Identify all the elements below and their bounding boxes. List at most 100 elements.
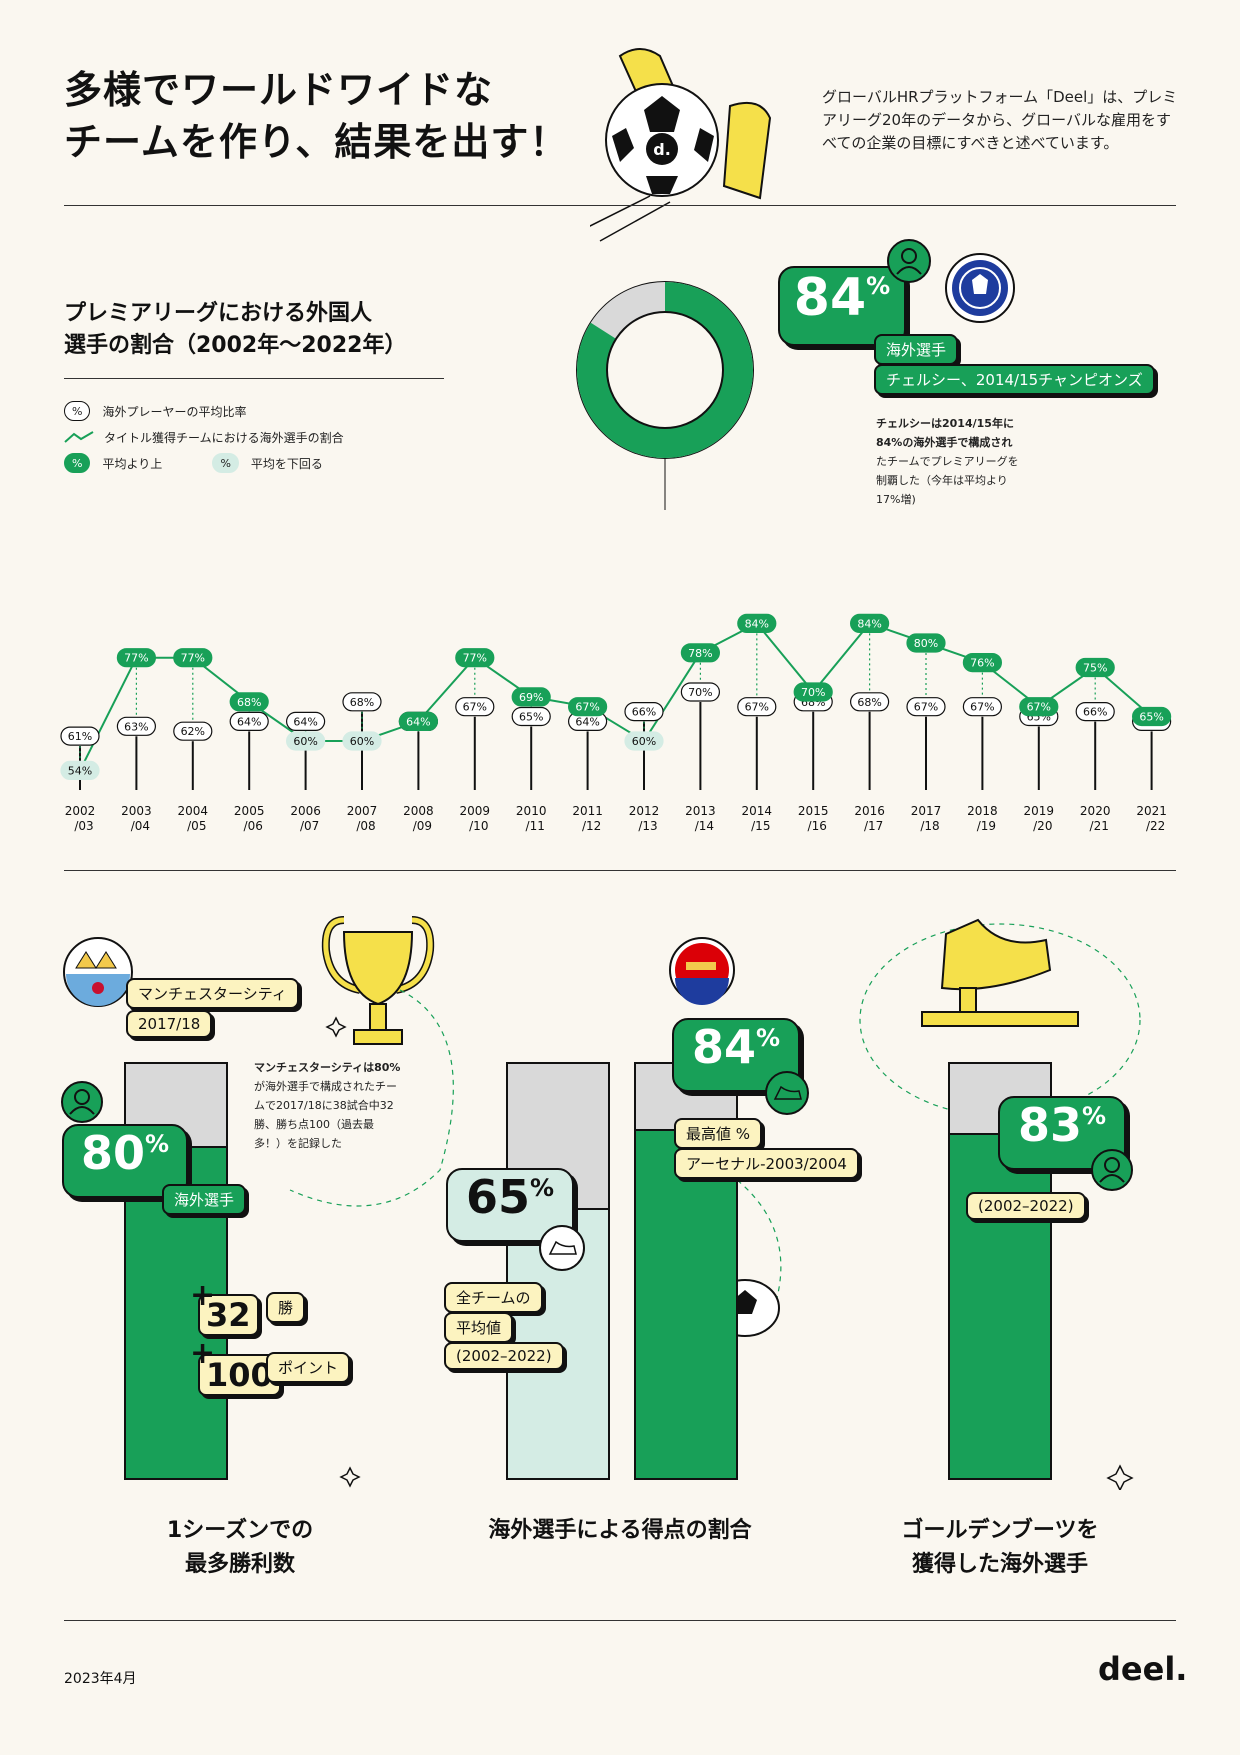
plus-icon: + — [190, 1336, 216, 1371]
avg-label-text: 62% — [181, 725, 205, 738]
avg-label: 61% — [60, 726, 100, 746]
legend-avg-label: 海外プレーヤーの平均比率 — [102, 404, 247, 419]
avg-label: 70% — [680, 682, 721, 702]
avg-label: 67% — [737, 697, 777, 717]
title-team-label: 76% — [962, 652, 1003, 673]
title-team-label-text: 75% — [1083, 662, 1107, 675]
golden-boot-icon — [921, 918, 1079, 1027]
goals-avg-label1: 全チームの — [444, 1282, 543, 1313]
avg-label-text: 64% — [293, 715, 317, 728]
goals-avg-pct: % — [529, 1174, 555, 1202]
title-team-label-text: 67% — [575, 701, 599, 714]
title-team-label: 75% — [1075, 657, 1115, 678]
avg-label-text: 68% — [350, 696, 374, 709]
section-title-underline — [64, 378, 444, 379]
title-team-label-text: 80% — [914, 637, 938, 650]
goals-max-bar — [634, 1128, 738, 1480]
donut-note-line: 制覇した（今年は平均より — [876, 474, 1008, 487]
city-note-line: ムで2017/18に38試合中32 — [254, 1099, 394, 1112]
title-team-label-text: 76% — [970, 657, 994, 670]
legend-below-label: 平均を下回る — [250, 456, 323, 471]
city-note-line: 多！）を記録した — [254, 1137, 342, 1150]
title-team-label-text: 64% — [406, 715, 430, 728]
title-team-label: 67% — [1019, 697, 1059, 717]
x-tick-label: /14 — [695, 819, 714, 833]
goals-max-pct: % — [755, 1024, 781, 1052]
avg-label: 67% — [455, 697, 495, 717]
goals-avg-label3: (2002–2022) — [444, 1342, 564, 1370]
city-team: マンチェスターシティ — [126, 978, 299, 1009]
x-tick-label: /08 — [356, 819, 375, 833]
title-team-label: 77% — [173, 648, 213, 668]
legend-below-swatch: % — [212, 453, 239, 473]
donut-value: 84 — [793, 268, 867, 328]
x-tick-label: /19 — [977, 819, 996, 833]
footer-date: 2023年4月 — [64, 1671, 137, 1687]
avg-label: 67% — [906, 697, 946, 717]
boot-badge-icon — [765, 1071, 809, 1115]
goals-max-big-value: 84% — [672, 1018, 800, 1092]
goals-max-team: アーセナル-2003/2004 — [674, 1148, 859, 1179]
title-team-label-text: 60% — [350, 735, 374, 748]
title-team-label-text: 77% — [181, 652, 205, 665]
title-team-label: 64% — [398, 711, 438, 731]
avg-label-text: 67% — [970, 701, 994, 714]
title-team-label: 60% — [342, 731, 382, 751]
boot-period: (2002–2022) — [966, 1192, 1086, 1220]
title-team-label-text: 78% — [688, 647, 712, 660]
x-tick-label: /16 — [808, 819, 827, 833]
title-team-label-text: 70% — [801, 686, 825, 699]
section-title: プレミアリーグにおける外国人 選手の割合（2002年〜2022年） — [64, 298, 406, 362]
donut-big-value: 84% — [778, 266, 906, 346]
x-tick-label: 2008 — [403, 804, 434, 818]
goals-caption: 海外選手による得点の割合 — [488, 1518, 752, 1543]
city-wins: 32 — [206, 1296, 251, 1334]
city-pct: % — [144, 1130, 170, 1158]
title-team-label: 84% — [849, 613, 890, 634]
x-tick-label: 2011 — [572, 804, 603, 818]
divider — [64, 1620, 1176, 1621]
avg-label-text: 68% — [857, 696, 881, 709]
x-tick-label: 2019 — [1024, 804, 1055, 818]
avg-label: 65% — [511, 706, 551, 727]
avg-label-text: 70% — [688, 686, 712, 699]
plus-icon: + — [190, 1278, 216, 1313]
x-tick-label: /17 — [864, 819, 883, 833]
x-tick-label: /11 — [526, 819, 545, 833]
title-team-label: 70% — [793, 682, 833, 702]
x-tick-label: 2003 — [121, 804, 152, 818]
title-line-1: 多様でワールドワイドな — [64, 68, 494, 112]
x-tick-label: /18 — [920, 819, 939, 833]
x-tick-label: 2015 — [798, 804, 829, 818]
title-team-label: 80% — [906, 633, 946, 653]
x-tick-label: 2005 — [234, 804, 265, 818]
city-note-line: 勝、勝ち点100（過去最 — [254, 1118, 374, 1131]
avg-label-text: 66% — [632, 706, 656, 719]
title-line-2: チームを作り、結果を出す！ — [64, 120, 569, 164]
city-season: 2017/18 — [126, 1010, 213, 1038]
boot-caption-line: 獲得した海外選手 — [911, 1552, 1088, 1577]
donut-foreign-share — [577, 282, 753, 458]
city-caption-line: 最多勝利数 — [184, 1552, 295, 1577]
avg-label-text: 64% — [237, 715, 261, 728]
legend-title-team-label: タイトル獲得チームにおける海外選手の割合 — [104, 430, 344, 445]
player-avatar-icon — [887, 239, 931, 283]
avg-label: 64% — [286, 711, 326, 731]
x-tick-label: /12 — [582, 819, 601, 833]
x-tick-label: /13 — [638, 819, 657, 833]
legend-title-team: タイトル獲得チームにおける海外選手の割合 — [64, 424, 344, 450]
page-title: 多様でワールドワイドな チームを作り、結果を出す！ — [64, 64, 568, 168]
boot-caption-line: ゴールデンブーツを — [901, 1518, 1099, 1543]
donut-note: チェルシーは2014/15年に 84%の海外選手で構成され たチームでプレミアリ… — [876, 414, 1019, 509]
x-tick-label: 2013 — [685, 804, 716, 818]
title-team-label: 60% — [286, 731, 326, 751]
title-team-label-text: 68% — [237, 696, 261, 709]
city-wins-label: 勝 — [266, 1292, 306, 1323]
title-team-label-text: 69% — [519, 691, 543, 704]
donut-note-line: たチームでプレミアリーグを — [876, 455, 1019, 468]
city-note: マンチェスターシティは80% が海外選手で構成されたチー ムで2017/18に3… — [254, 1058, 400, 1153]
player-avatar-icon — [1091, 1149, 1133, 1191]
avg-label-text: 67% — [914, 701, 938, 714]
x-tick-label: /20 — [1033, 819, 1052, 833]
title-team-label: 84% — [737, 613, 777, 634]
